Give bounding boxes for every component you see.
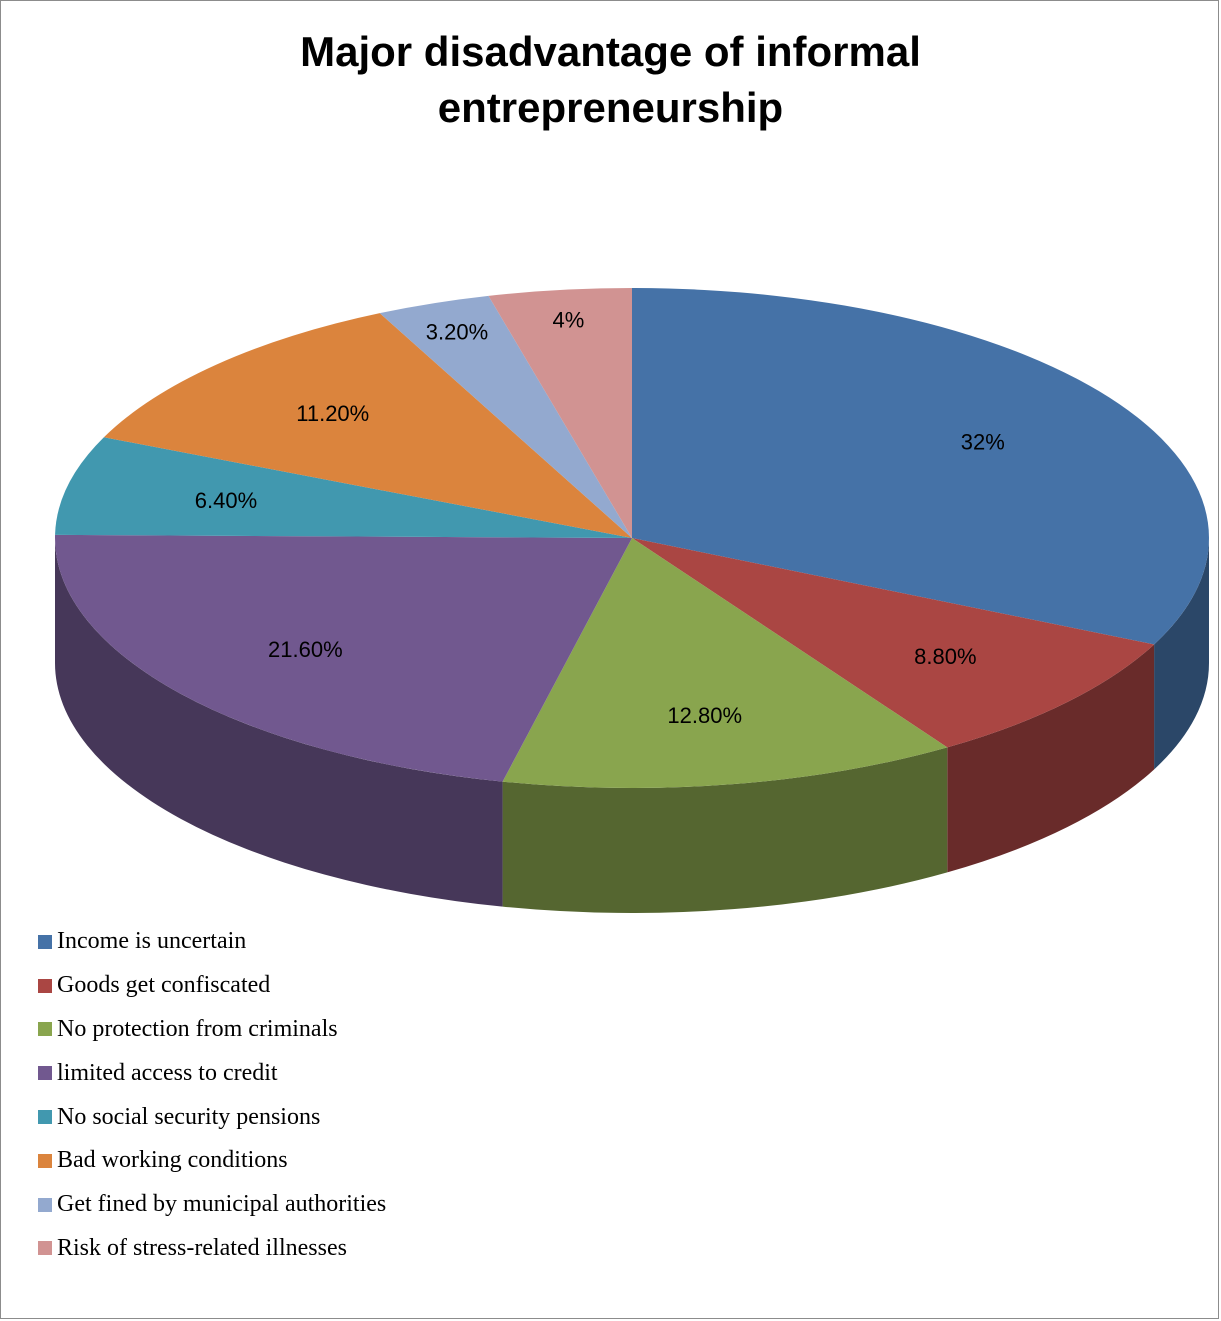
pie-side-4 bbox=[55, 538, 503, 907]
chart-title: Major disadvantage of informal entrepren… bbox=[0, 24, 1221, 136]
legend-swatch-3 bbox=[38, 1022, 52, 1037]
pie-side-1 bbox=[1154, 538, 1209, 770]
legend-swatch-7 bbox=[38, 1197, 52, 1212]
legend-swatch-5 bbox=[38, 1110, 52, 1125]
pie-data-labels: 32% 8.80% 12.80% 21.60% 6.40% 11.20% 3.20% 4% bbox=[195, 308, 1005, 728]
legend-label-7: Get fined by municipal authorities bbox=[57, 1191, 387, 1218]
legend-label-5: No social security pensions bbox=[57, 1103, 321, 1130]
legend-label-6: Bad working conditions bbox=[57, 1147, 288, 1174]
pie-slice-6 bbox=[103, 313, 633, 538]
legend-item-5: No social security pensions bbox=[38, 1095, 386, 1139]
data-label-8: 4% bbox=[552, 308, 584, 333]
data-label-6: 11.20% bbox=[296, 401, 369, 426]
data-label-4: 21.60% bbox=[268, 637, 343, 662]
legend-label-8: Risk of stress-related illnesses bbox=[57, 1234, 347, 1261]
legend-label-1: Income is uncertain bbox=[57, 928, 247, 955]
legend-swatch-8 bbox=[38, 1241, 52, 1256]
legend-label-3: No protection from criminals bbox=[57, 1015, 338, 1042]
data-label-3: 12.80% bbox=[667, 703, 742, 728]
pie-slice-2 bbox=[632, 538, 1155, 748]
pie-slice-8 bbox=[488, 288, 632, 538]
pie-slice-5 bbox=[55, 437, 633, 538]
pie-side-walls bbox=[55, 538, 1209, 914]
data-label-2: 8.80% bbox=[914, 644, 976, 669]
pie-side-3 bbox=[502, 747, 948, 914]
legend-swatch-2 bbox=[38, 978, 52, 993]
legend-item-8: Risk of stress-related illnesses bbox=[38, 1227, 386, 1271]
legend-swatch-1 bbox=[38, 934, 52, 949]
legend-item-3: No protection from criminals bbox=[38, 1008, 386, 1052]
chart-title-line-1: Major disadvantage of informal bbox=[300, 28, 921, 75]
legend-swatch-4 bbox=[38, 1066, 52, 1081]
pie-slice-7 bbox=[379, 295, 632, 538]
legend-item-1: Income is uncertain bbox=[38, 920, 386, 964]
legend: Income is uncertain Goods get confiscated… bbox=[38, 920, 386, 1270]
legend-item-7: Get fined by municipal authorities bbox=[38, 1183, 386, 1227]
legend-swatch-6 bbox=[38, 1153, 52, 1168]
legend-item-2: Goods get confiscated bbox=[38, 964, 386, 1008]
data-label-1: 32% bbox=[961, 430, 1005, 455]
pie-top-faces bbox=[54, 288, 1210, 789]
pie-side-2 bbox=[947, 644, 1155, 873]
legend-label-2: Goods get confiscated bbox=[57, 972, 271, 999]
data-label-7: 3.20% bbox=[426, 319, 488, 344]
data-label-5: 6.40% bbox=[195, 488, 257, 513]
legend-item-4: limited access to credit bbox=[38, 1051, 386, 1095]
pie-slice-3 bbox=[502, 538, 948, 789]
pie-slice-1 bbox=[632, 288, 1210, 645]
legend-item-6: Bad working conditions bbox=[38, 1139, 386, 1183]
legend-label-4: limited access to credit bbox=[57, 1059, 278, 1086]
chart-title-line-2: entrepreneurship bbox=[437, 84, 784, 131]
pie-slice-4 bbox=[54, 534, 633, 782]
